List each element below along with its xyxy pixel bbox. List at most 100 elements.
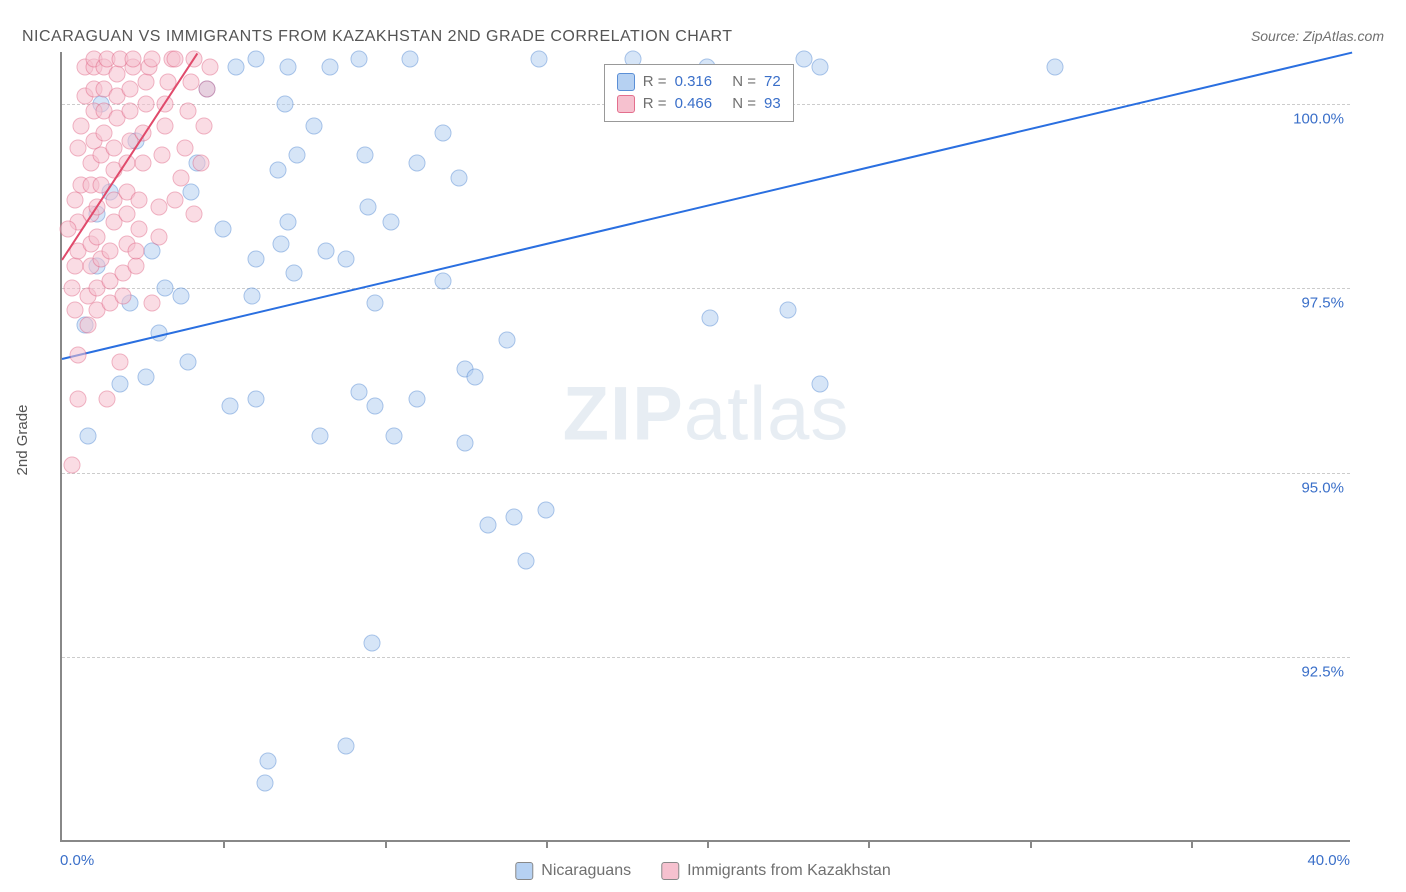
scatter-point-blue bbox=[537, 501, 554, 518]
scatter-point-pink bbox=[128, 258, 145, 275]
scatter-point-pink bbox=[166, 191, 183, 208]
stats-box: R =0.316 N =72R =0.466 N =93 bbox=[604, 64, 794, 122]
scatter-point-blue bbox=[179, 354, 196, 371]
scatter-point-pink bbox=[157, 117, 174, 134]
scatter-point-pink bbox=[105, 139, 122, 156]
scatter-point-blue bbox=[779, 302, 796, 319]
scatter-point-pink bbox=[144, 51, 161, 68]
scatter-point-blue bbox=[112, 376, 129, 393]
stats-row-blue: R =0.316 N =72 bbox=[617, 71, 781, 93]
scatter-point-pink bbox=[124, 51, 141, 68]
scatter-point-blue bbox=[247, 51, 264, 68]
x-tick bbox=[546, 840, 548, 848]
scatter-point-pink bbox=[66, 258, 83, 275]
watermark: ZIPatlas bbox=[563, 371, 850, 458]
scatter-point-blue bbox=[434, 125, 451, 142]
scatter-point-pink bbox=[79, 317, 96, 334]
scatter-point-pink bbox=[121, 103, 138, 120]
x-tick bbox=[1030, 840, 1032, 848]
scatter-point-pink bbox=[99, 391, 116, 408]
scatter-point-blue bbox=[286, 265, 303, 282]
scatter-point-blue bbox=[79, 427, 96, 444]
scatter-point-blue bbox=[350, 383, 367, 400]
scatter-point-blue bbox=[382, 213, 399, 230]
y-tick-label: 92.5% bbox=[1301, 664, 1344, 681]
x-axis-max-label: 40.0% bbox=[1307, 852, 1350, 869]
bottom-legend: Nicaraguans Immigrants from Kazakhstan bbox=[515, 862, 890, 880]
x-tick bbox=[868, 840, 870, 848]
x-tick bbox=[1191, 840, 1193, 848]
gridline bbox=[62, 473, 1350, 474]
scatter-point-blue bbox=[247, 391, 264, 408]
chart-title: NICARAGUAN VS IMMIGRANTS FROM KAZAKHSTAN… bbox=[22, 28, 733, 46]
scatter-point-pink bbox=[70, 139, 87, 156]
scatter-point-blue bbox=[312, 427, 329, 444]
legend-item: Nicaraguans bbox=[515, 862, 631, 880]
scatter-point-blue bbox=[276, 95, 293, 112]
scatter-point-blue bbox=[257, 774, 274, 791]
scatter-point-pink bbox=[179, 103, 196, 120]
scatter-point-pink bbox=[144, 295, 161, 312]
scatter-point-pink bbox=[70, 346, 87, 363]
scatter-point-pink bbox=[150, 228, 167, 245]
scatter-point-pink bbox=[166, 51, 183, 68]
scatter-point-pink bbox=[112, 354, 129, 371]
scatter-point-pink bbox=[195, 117, 212, 134]
legend-swatch bbox=[515, 862, 533, 880]
scatter-point-blue bbox=[408, 154, 425, 171]
stats-row-pink: R =0.466 N =93 bbox=[617, 93, 781, 115]
legend-swatch-pink bbox=[617, 95, 635, 113]
scatter-point-blue bbox=[273, 235, 290, 252]
scatter-point-pink bbox=[153, 147, 170, 164]
scatter-point-blue bbox=[337, 738, 354, 755]
scatter-point-pink bbox=[131, 191, 148, 208]
scatter-point-pink bbox=[70, 391, 87, 408]
scatter-point-pink bbox=[63, 280, 80, 297]
scatter-point-pink bbox=[150, 199, 167, 216]
plot-area: ZIPatlas 92.5%95.0%97.5%100.0%R =0.316 N… bbox=[60, 52, 1350, 842]
scatter-point-pink bbox=[66, 302, 83, 319]
x-tick bbox=[707, 840, 709, 848]
scatter-point-pink bbox=[199, 80, 216, 97]
scatter-point-pink bbox=[128, 243, 145, 260]
scatter-point-blue bbox=[479, 516, 496, 533]
scatter-point-blue bbox=[173, 287, 190, 304]
y-axis-label: 2nd Grade bbox=[14, 405, 31, 476]
y-tick-label: 97.5% bbox=[1301, 295, 1344, 312]
scatter-point-blue bbox=[357, 147, 374, 164]
scatter-point-pink bbox=[131, 221, 148, 238]
y-tick-label: 95.0% bbox=[1301, 479, 1344, 496]
scatter-point-blue bbox=[366, 295, 383, 312]
scatter-point-blue bbox=[228, 58, 245, 75]
scatter-point-pink bbox=[66, 191, 83, 208]
scatter-point-pink bbox=[63, 457, 80, 474]
scatter-point-blue bbox=[221, 398, 238, 415]
scatter-point-blue bbox=[244, 287, 261, 304]
scatter-point-blue bbox=[386, 427, 403, 444]
scatter-point-blue bbox=[1047, 58, 1064, 75]
gridline bbox=[62, 657, 1350, 658]
scatter-point-blue bbox=[260, 752, 277, 769]
scatter-point-blue bbox=[337, 250, 354, 267]
legend-label: Immigrants from Kazakhstan bbox=[687, 862, 891, 880]
scatter-point-blue bbox=[505, 509, 522, 526]
scatter-point-blue bbox=[279, 213, 296, 230]
scatter-point-pink bbox=[137, 95, 154, 112]
legend-label: Nicaraguans bbox=[541, 862, 631, 880]
scatter-point-blue bbox=[157, 280, 174, 297]
scatter-point-blue bbox=[457, 435, 474, 452]
x-tick bbox=[223, 840, 225, 848]
scatter-point-blue bbox=[366, 398, 383, 415]
scatter-point-blue bbox=[702, 309, 719, 326]
scatter-point-blue bbox=[811, 58, 828, 75]
legend-item: Immigrants from Kazakhstan bbox=[661, 862, 891, 880]
scatter-point-pink bbox=[89, 228, 106, 245]
legend-swatch-blue bbox=[617, 73, 635, 91]
x-axis-min-label: 0.0% bbox=[60, 852, 94, 869]
scatter-point-blue bbox=[137, 368, 154, 385]
scatter-point-blue bbox=[270, 162, 287, 179]
scatter-point-blue bbox=[215, 221, 232, 238]
scatter-point-blue bbox=[350, 51, 367, 68]
scatter-point-blue bbox=[360, 199, 377, 216]
scatter-point-pink bbox=[108, 66, 125, 83]
